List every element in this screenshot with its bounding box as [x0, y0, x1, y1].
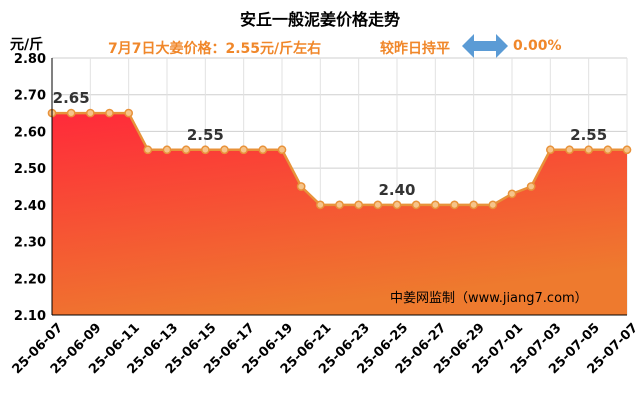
data-point [373, 200, 383, 210]
data-point [66, 108, 76, 118]
data-point [143, 145, 153, 155]
data-point [220, 145, 229, 155]
price-area [52, 113, 627, 315]
y-tick-label: 2.50 [14, 162, 46, 177]
y-tick-label: 2.30 [14, 236, 46, 251]
data-point [296, 182, 306, 191]
y-tick-label: 2.40 [14, 199, 46, 214]
data-point [277, 145, 287, 155]
y-tick-label: 2.10 [14, 309, 46, 324]
data-point [622, 145, 632, 155]
data-point [545, 145, 555, 155]
double-arrow-icon [462, 34, 508, 58]
y-axis-unit: 元/斤 [10, 37, 44, 53]
data-point [239, 145, 249, 155]
data-label: 2.65 [53, 89, 90, 107]
x-axis-labels: 25-06-0725-06-0925-06-1125-06-1325-06-15… [10, 321, 640, 378]
data-point [85, 108, 95, 118]
y-tick-label: 2.60 [14, 125, 46, 140]
data-point [488, 200, 498, 210]
data-labels: 2.65 2.55 2.40 2.55 [53, 89, 608, 199]
y-axis-labels: 2.10 2.20 2.30 2.40 2.50 2.60 2.70 2.80 [14, 52, 46, 324]
y-tick-label: 2.80 [14, 52, 46, 67]
data-point [392, 200, 402, 210]
data-point [469, 200, 479, 210]
y-tick-label: 2.70 [14, 89, 46, 104]
data-point [507, 189, 517, 199]
watermark: 中姜网监制（www.jiang7.com） [390, 291, 588, 306]
compare-text: 较昨日持平 [380, 41, 450, 57]
data-point [162, 145, 172, 155]
data-point [450, 200, 459, 210]
data-point [411, 200, 421, 210]
data-point [526, 182, 536, 191]
data-point [565, 145, 574, 155]
data-point [105, 108, 114, 118]
data-point [315, 200, 325, 210]
data-point [200, 145, 210, 155]
data-point [124, 108, 134, 118]
data-label: 2.40 [378, 181, 415, 199]
y-tick-label: 2.20 [14, 272, 46, 287]
price-subtitle: 7月7日大姜价格：2.55元/斤左右 [108, 41, 322, 57]
data-point [354, 200, 364, 210]
data-point [181, 145, 191, 155]
data-label: 2.55 [570, 126, 607, 144]
data-point [584, 145, 594, 155]
data-label: 2.55 [187, 126, 224, 144]
data-point [335, 200, 344, 210]
data-point [430, 200, 440, 210]
data-point [603, 145, 613, 155]
chart-title: 安丘一般泥姜价格走势 [239, 10, 400, 29]
change-percent: 0.00% [513, 38, 562, 54]
data-point [258, 145, 268, 155]
